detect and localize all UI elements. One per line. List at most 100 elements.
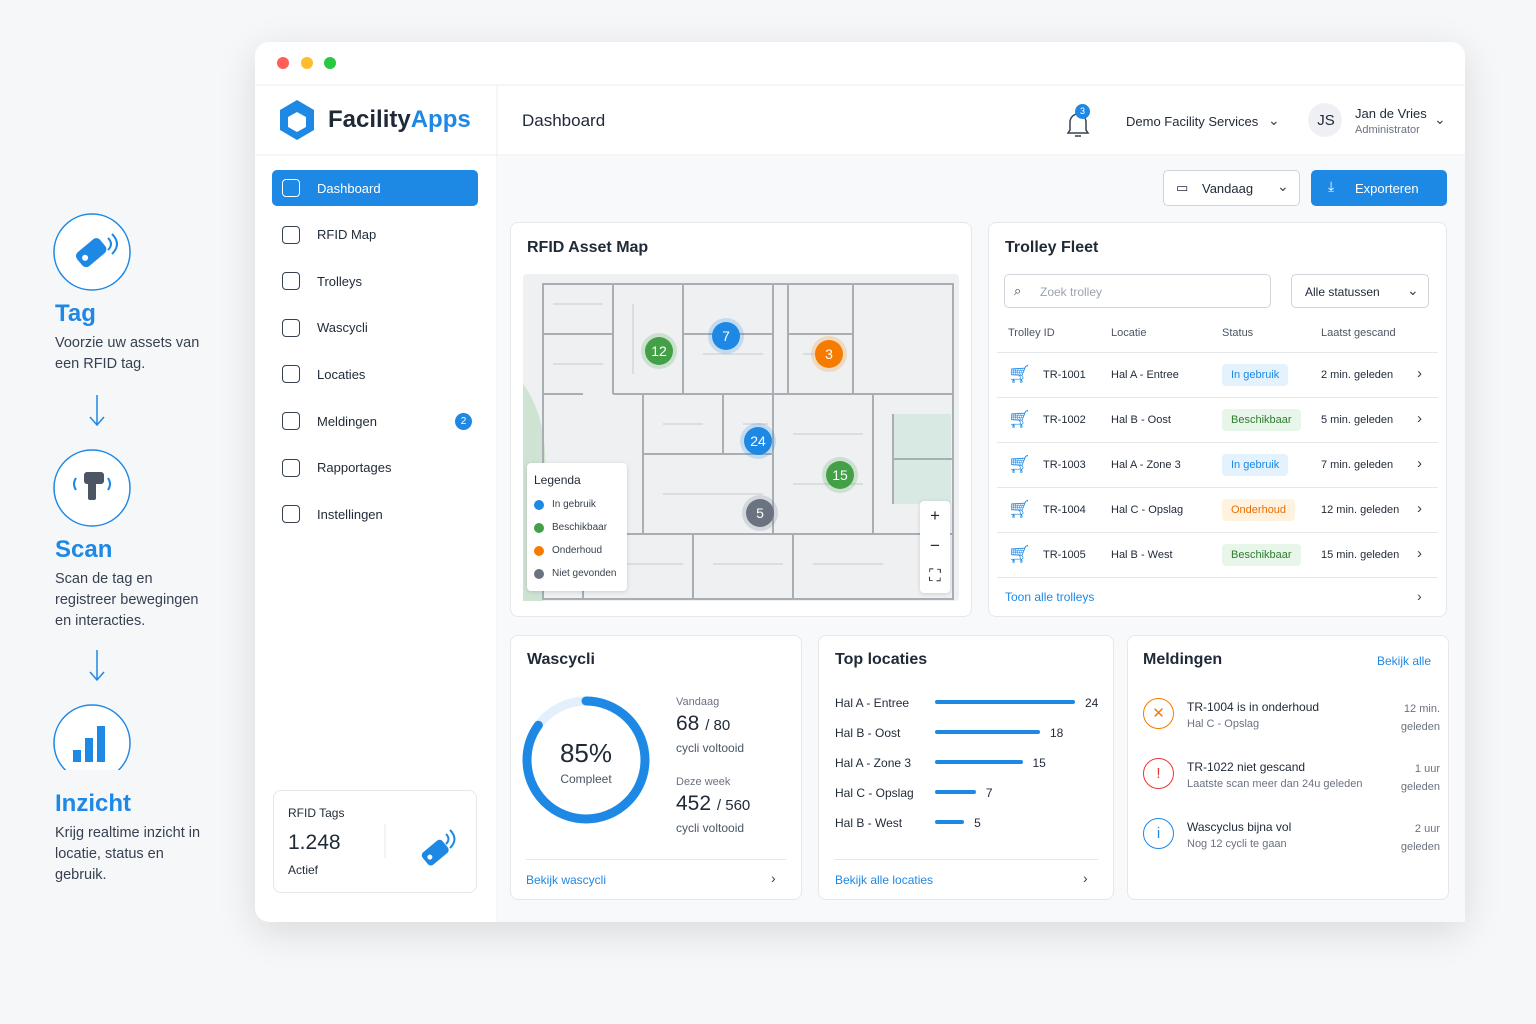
cart-icon: 🛒︎ — [1008, 454, 1031, 474]
scanned: 15 min. geleden — [1321, 549, 1400, 561]
nav-item[interactable]: Locaties — [317, 366, 366, 382]
scanned: 5 min. geleden — [1321, 414, 1394, 426]
alert-time: 12 min. geleden — [1400, 703, 1440, 733]
column-header: Locatie — [1111, 327, 1147, 339]
wash-percent: 85% — [559, 738, 613, 768]
wash-today-total: / 80 — [705, 717, 731, 734]
wash-today-value: 68 — [676, 712, 700, 735]
location-label: Hal B - Oost — [835, 726, 901, 740]
map-cluster[interactable]: 3 — [815, 340, 843, 368]
scanned: 12 min. geleden — [1321, 504, 1400, 516]
map-cluster[interactable]: 7 — [712, 322, 740, 350]
legend-dot — [534, 546, 544, 556]
step-title: Scan — [55, 536, 113, 563]
status-badge: In gebruik — [1222, 454, 1289, 476]
legend-dot — [534, 500, 544, 510]
wash-today: 68 / 80 — [676, 712, 730, 736]
status-badge: Onderhoud — [1222, 499, 1296, 521]
map-cluster[interactable]: 24 — [744, 427, 772, 455]
wash-progress — [522, 696, 650, 824]
step-text: Voorzie uw assets van een RFID tag. — [55, 335, 200, 372]
card-title: Wascycli — [527, 651, 595, 668]
nav-item[interactable]: Wascycli — [317, 320, 368, 336]
alert-sub: Hal C - Opslag — [1187, 718, 1260, 730]
location-label: Hal B - West — [835, 816, 903, 830]
legend-label: In gebruik — [552, 499, 596, 510]
step-title: Inzicht — [55, 790, 131, 817]
nav-item[interactable]: Dashboard — [272, 170, 478, 206]
status-badge: Beschikbaar — [1222, 409, 1301, 431]
map-cluster[interactable]: 15 — [826, 461, 854, 489]
status-badge: In gebruik — [1222, 364, 1289, 386]
chevron: › — [1417, 365, 1422, 382]
nav-icon — [282, 272, 300, 291]
trolley-id: TR-1001 — [1043, 369, 1086, 381]
nav-icon — [282, 365, 300, 384]
location-value: 15 — [1032, 756, 1046, 770]
user-role: Administrator — [1355, 124, 1420, 136]
cart-icon: 🛒︎ — [1008, 409, 1031, 429]
nav-item[interactable]: Meldingen — [317, 413, 377, 429]
rfid-title: RFID Tags — [288, 806, 345, 820]
date-picker[interactable] — [1163, 170, 1300, 206]
alerts-link[interactable]: Bekijk alle — [1377, 654, 1432, 668]
trolley-location: Hal B - West — [1111, 549, 1173, 561]
brand: FacilityApps — [328, 106, 471, 134]
location-value: 24 — [1085, 696, 1099, 710]
location-value: 5 — [974, 816, 981, 830]
status-filter-label: Alle statussen — [1305, 285, 1380, 299]
wash-today-label: Vandaag — [676, 696, 720, 708]
locations-link[interactable]: Bekijk alle locaties — [835, 873, 934, 887]
wash-week-total: / 560 — [716, 797, 751, 814]
wash-ring — [522, 696, 650, 824]
location-bar — [935, 790, 976, 794]
alert-icon: ✕ — [1143, 698, 1174, 729]
status-filter[interactable] — [1291, 274, 1429, 308]
map-cluster[interactable]: 5 — [746, 499, 774, 527]
legend-dot — [534, 569, 544, 579]
column-header: Trolley ID — [1008, 327, 1055, 339]
nav-icon — [282, 318, 300, 337]
row-divider — [997, 352, 1438, 353]
nav-item[interactable]: RFID Map — [317, 227, 377, 243]
card-title: Top locaties — [835, 651, 928, 668]
user-name[interactable]: Jan de Vries — [1355, 106, 1427, 121]
location-label: Hal A - Entree — [835, 696, 910, 710]
nav-item[interactable]: Rapportages — [317, 460, 392, 476]
trolley-id: TR-1005 — [1043, 549, 1086, 561]
zoom-controls[interactable]: + − ⛶ — [920, 501, 950, 593]
notification-badge[interactable]: 3 — [1075, 104, 1090, 119]
row-divider — [997, 577, 1438, 578]
scanned: 7 min. geleden — [1321, 459, 1394, 471]
map-cluster[interactable]: 12 — [645, 337, 673, 365]
organization[interactable]: Demo Facility Services — [1126, 114, 1259, 129]
brand-accent: Apps — [410, 106, 471, 133]
row-divider — [997, 442, 1438, 443]
row-divider — [997, 397, 1438, 398]
wash-week: 452 / 560 — [676, 792, 750, 816]
row-divider — [997, 487, 1438, 488]
nav-item[interactable]: Instellingen — [317, 506, 383, 522]
alert-title: Wascyclus bijna vol — [1187, 820, 1292, 834]
card-title: RFID Asset Map — [527, 239, 649, 256]
legend-label: Beschikbaar — [552, 522, 608, 533]
trolley-location: Hal C - Opslag — [1111, 504, 1184, 516]
alert-time: 2 uur geleden — [1400, 823, 1440, 853]
status-badge: Beschikbaar — [1222, 544, 1301, 566]
wash-today-unit: cycli voltooid — [676, 741, 745, 755]
chevron: › — [1417, 588, 1422, 604]
search-box[interactable] — [1004, 274, 1271, 308]
nav-item[interactable]: Trolleys — [317, 273, 363, 289]
fleet-link[interactable]: Toon alle trolleys — [1005, 590, 1095, 604]
export-button[interactable] — [1311, 170, 1447, 206]
export-label: Exporteren — [1355, 181, 1419, 196]
wash-link[interactable]: Bekijk wascycli — [526, 873, 607, 887]
chevron: ⌄ — [1434, 111, 1446, 127]
trolley-id: TR-1002 — [1043, 414, 1086, 426]
card-title: Meldingen — [1143, 651, 1223, 668]
rfid-tags-card — [273, 790, 477, 893]
alert-icon: ! — [1143, 758, 1174, 789]
cart-icon: 🛒︎ — [1008, 544, 1031, 564]
